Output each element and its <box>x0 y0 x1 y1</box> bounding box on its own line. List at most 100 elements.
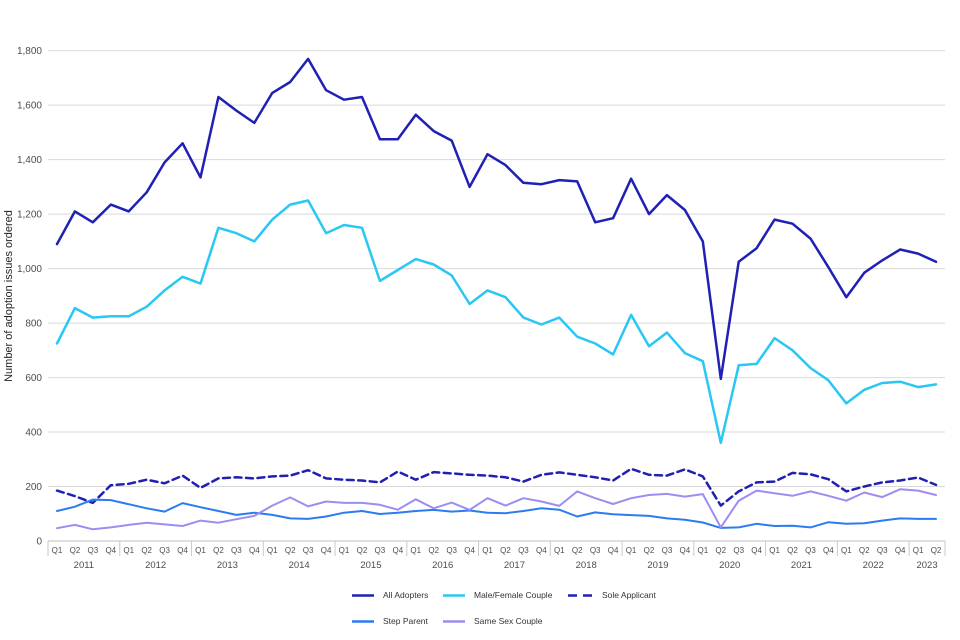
quarter-label: Q2 <box>428 546 439 555</box>
legend-label-step-parent: Step Parent <box>383 616 428 626</box>
y-tick-label: 600 <box>25 373 42 384</box>
year-label: 2020 <box>719 560 740 571</box>
quarter-label: Q4 <box>321 546 332 555</box>
y-tick-label: 1,200 <box>17 210 42 221</box>
quarter-label: Q2 <box>715 546 726 555</box>
quarter-label: Q3 <box>590 546 601 555</box>
quarter-label: Q2 <box>285 546 296 555</box>
series-line-sole-applicant <box>55 467 938 507</box>
series-line-step-parent <box>56 498 937 529</box>
quarter-label: Q1 <box>626 546 637 555</box>
year-label: 2014 <box>289 560 310 571</box>
legend-item-same-sex-couple[interactable]: Same Sex Couple <box>443 615 543 627</box>
quarter-label: Q1 <box>554 546 565 555</box>
series-line-same-sex-couple <box>56 488 937 531</box>
year-label: 2022 <box>863 560 884 571</box>
legend-swatch-step-parent <box>352 619 374 623</box>
year-label: 2011 <box>74 560 94 571</box>
year-label: 2012 <box>145 560 166 571</box>
year-label: 2021 <box>791 560 812 571</box>
quarter-label: Q3 <box>446 546 457 555</box>
year-label: 2023 <box>916 560 937 571</box>
quarter-label: Q1 <box>410 546 421 555</box>
legend-label-sole-applicant: Sole Applicant <box>602 590 656 600</box>
quarter-label: Q1 <box>482 546 493 555</box>
quarter-label: Q2 <box>213 546 224 555</box>
quarter-label: Q2 <box>931 546 942 555</box>
quarter-label: Q3 <box>518 546 529 555</box>
quarter-label: Q4 <box>823 546 834 555</box>
quarter-label: Q4 <box>177 546 188 555</box>
quarter-label: Q2 <box>859 546 870 555</box>
legend-item-male-female-couple[interactable]: Male/Female Couple <box>443 589 552 601</box>
quarter-label: Q3 <box>159 546 170 555</box>
quarter-label: Q2 <box>500 546 511 555</box>
quarter-label: Q1 <box>841 546 852 555</box>
quarter-label: Q3 <box>877 546 888 555</box>
x-axis-labels: Q1 Q2 Q3 Q4 2011 Q1 Q2 Q3 Q4 2012 Q1 Q2 Q3 Q4 2013 Q1 Q2… <box>47 541 946 571</box>
y-axis-title: Number of adoption issues ordered <box>3 210 15 382</box>
y-axis-labels: 0 200 400 600 800 1,000 1,200 1,400 1,600 1,800 <box>17 46 42 547</box>
quarter-label: Q1 <box>195 546 206 555</box>
y-tick-label: 1,800 <box>17 46 42 57</box>
quarter-label: Q3 <box>375 546 386 555</box>
quarter-label: Q4 <box>680 546 691 555</box>
quarter-label: Q1 <box>267 546 278 555</box>
legend-item-all-adopters[interactable]: All Adopters <box>352 589 428 601</box>
quarter-label: Q4 <box>895 546 906 555</box>
legend-label-same-sex-couple: Same Sex Couple <box>474 616 543 626</box>
year-label: 2019 <box>647 560 668 571</box>
y-tick-label: 1,400 <box>17 155 42 166</box>
legend-swatch-male-female-couple <box>443 593 465 597</box>
y-tick-label: 400 <box>25 428 42 439</box>
quarter-label: Q2 <box>357 546 368 555</box>
quarter-label: Q4 <box>249 546 260 555</box>
series-line-all-adopters <box>55 57 938 381</box>
quarter-label: Q4 <box>536 546 547 555</box>
y-tick-label: 0 <box>36 537 42 548</box>
year-label: 2016 <box>432 560 453 571</box>
quarter-label: Q3 <box>231 546 242 555</box>
legend-item-step-parent[interactable]: Step Parent <box>352 615 428 627</box>
year-label: 2017 <box>504 560 525 571</box>
legend-swatch-same-sex-couple <box>443 619 465 623</box>
plot-area: 0 200 400 600 800 1,000 1,200 1,400 1,600 1,800 Nu… <box>3 46 946 571</box>
quarter-label: Q3 <box>733 546 744 555</box>
y-tick-label: 1,000 <box>17 264 42 275</box>
quarter-label: Q4 <box>464 546 475 555</box>
quarter-label: Q2 <box>70 546 81 555</box>
legend-swatch-sole-applicant <box>568 593 593 597</box>
quarter-label: Q4 <box>392 546 403 555</box>
legend-label-all-adopters: All Adopters <box>383 590 429 600</box>
quarter-label: Q1 <box>52 546 63 555</box>
y-tick-label: 1,600 <box>17 101 42 112</box>
y-tick-label: 800 <box>25 319 42 330</box>
legend-item-sole-applicant[interactable]: Sole Applicant <box>568 589 656 601</box>
quarter-label: Q1 <box>769 546 780 555</box>
quarter-label: Q3 <box>662 546 673 555</box>
quarter-label: Q3 <box>88 546 99 555</box>
quarter-label: Q4 <box>105 546 116 555</box>
year-label: 2015 <box>360 560 381 571</box>
quarter-label: Q1 <box>697 546 708 555</box>
quarter-label: Q4 <box>608 546 619 555</box>
quarter-label: Q1 <box>913 546 924 555</box>
quarter-label: Q1 <box>123 546 134 555</box>
quarter-label: Q1 <box>339 546 350 555</box>
quarter-label: Q2 <box>787 546 798 555</box>
y-tick-label: 200 <box>25 482 42 493</box>
year-label: 2018 <box>576 560 597 571</box>
series-line-male-female-couple <box>55 199 938 445</box>
quarter-label: Q2 <box>644 546 655 555</box>
year-label: 2013 <box>217 560 238 571</box>
quarter-label: Q4 <box>751 546 762 555</box>
legend-label-male-female-couple: Male/Female Couple <box>474 590 553 600</box>
quarter-label: Q2 <box>572 546 583 555</box>
quarter-label: Q2 <box>141 546 152 555</box>
gridlines <box>48 50 945 488</box>
legend-swatch-all-adopters <box>352 593 374 597</box>
quarter-label: Q3 <box>303 546 314 555</box>
quarter-label: Q3 <box>805 546 816 555</box>
